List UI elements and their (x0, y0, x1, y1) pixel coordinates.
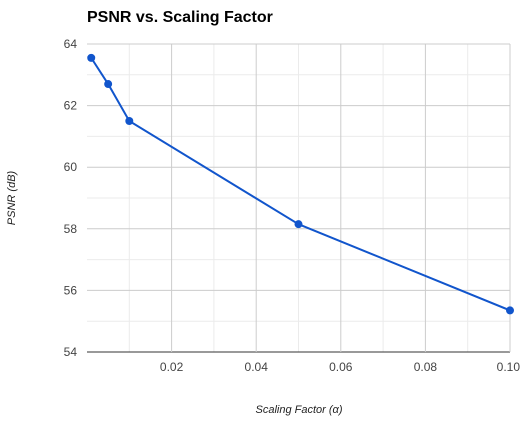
data-point (125, 117, 134, 125)
y-axis-ticks: 54 56 58 60 62 64 (64, 37, 78, 359)
y-tick-label: 58 (64, 222, 78, 236)
chart-title: PSNR vs. Scaling Factor (87, 9, 273, 26)
y-tick-label: 54 (64, 345, 78, 359)
x-axis-ticks: 0.02 0.04 0.06 0.08 0.10 (160, 360, 520, 374)
series-layer (87, 53, 514, 315)
y-tick-label: 64 (64, 37, 78, 51)
data-point (294, 220, 303, 229)
y-axis-label: PSNR (dB) (6, 170, 18, 225)
data-point (506, 306, 514, 315)
minor-grid (87, 44, 510, 352)
y-tick-label: 60 (64, 160, 78, 174)
x-tick-label: 0.06 (329, 360, 353, 374)
series-line (90, 57, 511, 312)
x-axis-label: Scaling Factor (α) (256, 404, 343, 416)
y-tick-label: 62 (64, 99, 78, 113)
x-tick-label: 0.10 (497, 360, 521, 374)
x-tick-label: 0.08 (414, 360, 438, 374)
x-tick-label: 0.02 (160, 360, 184, 374)
x-tick-label: 0.04 (245, 360, 269, 374)
data-point (87, 53, 96, 62)
data-point (104, 80, 113, 89)
y-tick-label: 56 (64, 283, 78, 297)
